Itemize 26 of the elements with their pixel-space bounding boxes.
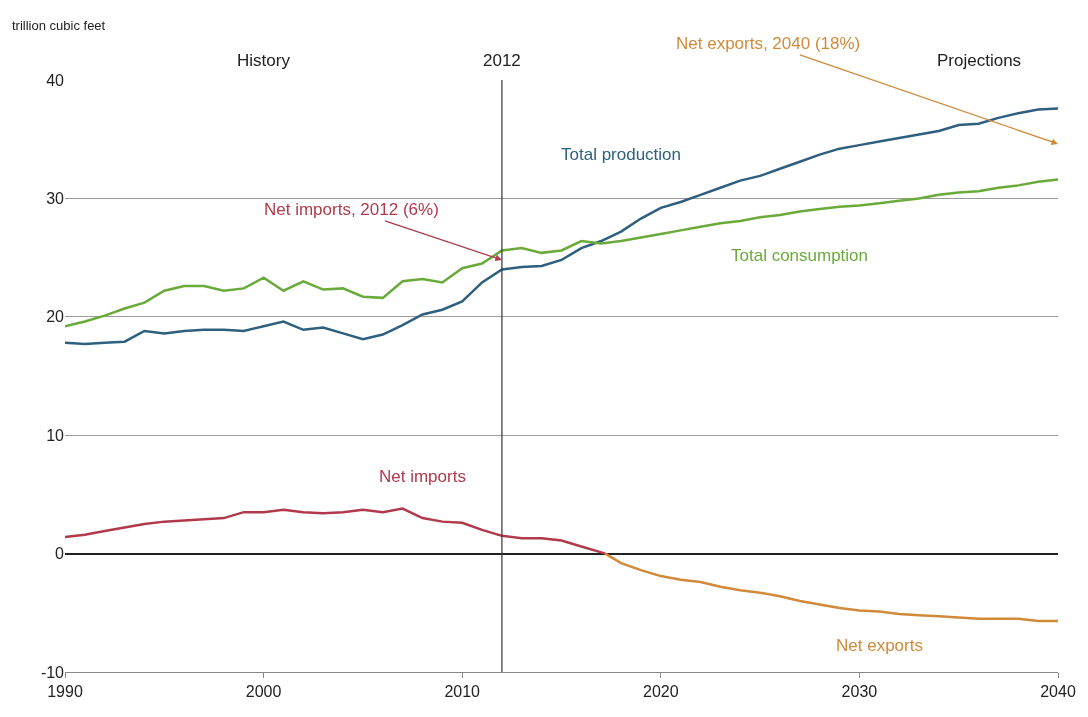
text: Total production [561, 145, 682, 164]
y-tick-label: -10 [40, 663, 65, 681]
x-tick-label: 2010 [444, 683, 481, 701]
x-tick-label: 2030 [841, 683, 878, 701]
y-tick-label: 0 [55, 545, 65, 563]
y-tick-label: 40 [46, 71, 65, 89]
annotation: Net imports, 2012 (6%) [264, 200, 439, 219]
x-tick-label: 2040 [1040, 683, 1076, 701]
text: Net exports, 2040 (18%) [676, 34, 861, 53]
x-tick-label: 2020 [643, 683, 679, 701]
text: Projections [937, 51, 1022, 70]
line-series [65, 507, 607, 555]
series-label: Net imports [379, 467, 466, 486]
x-tick-label: 2000 [245, 683, 282, 701]
y-tick-label: 30 [46, 190, 65, 207]
y-tick-label: 10 [46, 426, 65, 444]
text: History [237, 51, 291, 70]
y-tick-label: 20 [46, 308, 65, 326]
line-series [603, 552, 1058, 623]
x-tick-label: 1990 [47, 683, 83, 701]
series-label: Net exports [836, 636, 923, 655]
line-series [65, 178, 1058, 328]
ref-line-label: 2012 [483, 51, 521, 70]
y-axis-title: trillion cubic feet [12, 18, 106, 33]
line-series [65, 107, 1058, 346]
series-label: Total consumption [731, 246, 869, 265]
